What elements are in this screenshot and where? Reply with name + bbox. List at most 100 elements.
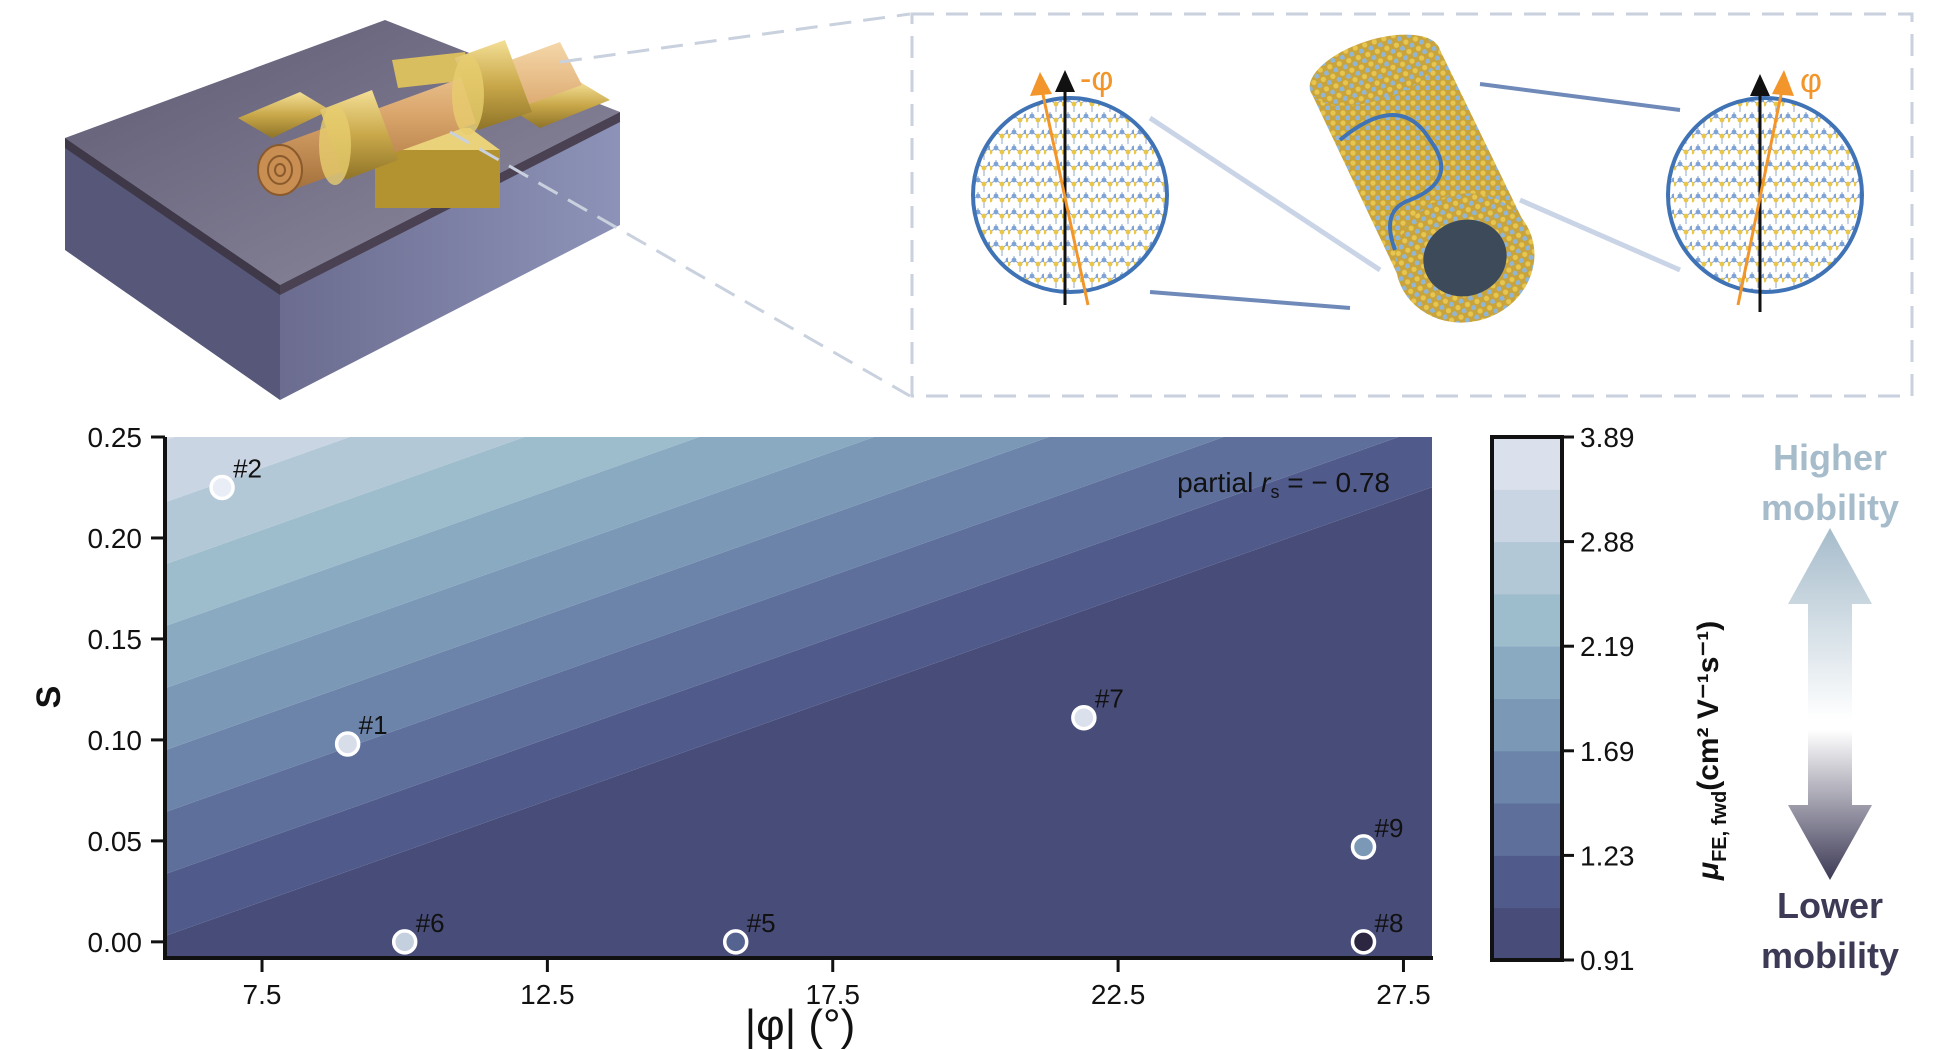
substrate-right-side	[280, 112, 620, 400]
y-tick-label: 0.25	[88, 422, 143, 453]
colorbar-level	[1492, 698, 1562, 752]
higher-mobility-line1: Higher	[1773, 437, 1887, 478]
colorbar-level	[1492, 541, 1562, 595]
y-tick-label: 0.05	[88, 826, 143, 857]
gold-pad-right-top	[392, 52, 470, 88]
colorbar-level	[1492, 646, 1562, 699]
data-point-label: #7	[1095, 684, 1124, 714]
mobility-arrow: Higher mobility Lower mobility	[1761, 437, 1899, 976]
gold-pad-right	[505, 82, 610, 128]
data-point	[391, 929, 418, 955]
contour-band-7	[165, 437, 525, 565]
colorbar-tick-label: 1.23	[1580, 840, 1635, 871]
annotation-subscript: s	[1270, 482, 1279, 502]
y-tick-label: 0.20	[88, 523, 143, 554]
colorbar-label: μFE, fwd(cm² V⁻¹s⁻¹)	[1692, 621, 1731, 881]
colorbar-tick-label: 0.91	[1580, 945, 1635, 976]
lattice-circle-right: φ	[1666, 62, 1864, 312]
data-point-label: #1	[359, 710, 388, 740]
colorbar-level	[1492, 803, 1562, 856]
x-axis-ticks: 7.5 12.5 17.5 22.5 27.5	[243, 958, 1431, 1010]
x-tick-label: 7.5	[243, 979, 282, 1010]
device-illustration	[65, 12, 911, 400]
zoom-guide-lower	[449, 130, 911, 398]
contour-band-4	[165, 437, 1049, 751]
colorbar-level	[1492, 489, 1562, 543]
data-point	[209, 474, 235, 501]
colorbar-level	[1492, 907, 1562, 961]
contour-band-6	[165, 437, 700, 627]
zoom-panel-frame	[910, 12, 1914, 398]
colorbar-label-mu: μ	[1692, 862, 1725, 881]
colorbar-tick-label: 1.69	[1580, 736, 1635, 767]
colorbar-tick-label: 3.89	[1580, 422, 1635, 453]
data-point-label: #5	[747, 908, 776, 938]
colorbar-ticks: 0.91 1.23 1.69 2.19 2.88 3.89	[1562, 422, 1635, 976]
y-tick-label: 0.00	[88, 927, 143, 958]
rolled-tube-end-core	[274, 163, 286, 177]
tilt-axis-left	[1040, 89, 1090, 306]
tilt-axis-right	[1736, 89, 1784, 306]
colorbar-label-sub: FE, fwd	[1709, 791, 1731, 862]
data-point-label: #9	[1375, 813, 1404, 843]
contour-band-1	[165, 437, 1432, 936]
gold-ring-edge-1	[319, 105, 351, 185]
contour-chart: 7.5 12.5 17.5 22.5 27.5 0.00 0.05 0.10 0.15 0.20…	[30, 422, 1433, 1050]
lower-mobility-line1: Lower	[1777, 885, 1883, 926]
y-tick-label: 0.15	[88, 624, 143, 655]
contour-band-9	[165, 437, 175, 441]
data-point	[722, 929, 749, 955]
colorbar-level	[1492, 593, 1562, 647]
angle-label-pos: φ	[1800, 62, 1822, 100]
y-tick-label: 0.10	[88, 725, 143, 756]
gold-ring-edge-2	[452, 55, 484, 135]
x-tick-label: 27.5	[1376, 979, 1431, 1010]
x-tick-label: 22.5	[1091, 979, 1146, 1010]
colorbar-level	[1492, 750, 1562, 804]
connector-left-lower	[1149, 290, 1351, 310]
annotation-symbol: r	[1261, 467, 1272, 498]
colorbar: 0.91 1.23 1.69 2.19 2.88 3.89 μFE, fwd(cm² V⁻…	[1490, 422, 1731, 976]
rolled-tube-end-inner	[267, 155, 293, 185]
annotation-value: = − 0.78	[1279, 467, 1390, 498]
zoom-guide-upper	[559, 12, 911, 64]
contour-band-2	[165, 437, 1399, 875]
y-axis-ticks: 0.00 0.05 0.10 0.15 0.20 0.25	[88, 422, 165, 958]
reference-arrow-right	[1750, 74, 1770, 96]
colorbar-frame	[1490, 435, 1564, 962]
colorbar-label-units: (cm² V⁻¹s⁻¹)	[1692, 621, 1725, 791]
x-tick-label: 17.5	[805, 979, 860, 1010]
colorbar-blocks	[1492, 437, 1562, 961]
contour-band-5	[165, 437, 874, 689]
nanotube	[1309, 34, 1535, 323]
colorbar-tick-label: 2.88	[1580, 527, 1635, 558]
data-point	[1350, 834, 1377, 860]
contour-bands	[165, 437, 1432, 957]
data-point	[1071, 704, 1097, 731]
tilt-arrow-left	[1030, 72, 1052, 96]
angle-label-neg: -φ	[1080, 60, 1113, 98]
higher-mobility-line2: mobility	[1761, 487, 1899, 528]
zoom-panel: -φ φ	[910, 12, 1914, 398]
connector-left-upper	[1148, 115, 1382, 273]
gold-pad-left-front	[375, 150, 500, 208]
gold-pad-left	[238, 92, 330, 138]
data-point-label: #2	[233, 453, 262, 483]
connector-right-lower	[1518, 197, 1682, 273]
tilt-arrow-right	[1772, 70, 1794, 96]
annotation-prefix: partial	[1177, 467, 1261, 498]
colorbar-level	[1492, 437, 1562, 490]
connector-right-upper	[1479, 82, 1681, 112]
contour-band-3	[165, 437, 1224, 813]
data-point	[334, 731, 361, 757]
colorbar-tick-label: 2.19	[1580, 631, 1635, 662]
lower-mobility-line2: mobility	[1761, 935, 1899, 976]
y-axis-label: S	[30, 686, 68, 709]
substrate-left-side	[65, 138, 280, 400]
colorbar-level	[1492, 855, 1562, 909]
arrow-down-icon	[1788, 730, 1872, 880]
x-axis-label: |φ| (°)	[745, 1001, 856, 1050]
rolled-tube-end	[257, 144, 303, 196]
data-point-label: #6	[416, 908, 445, 938]
